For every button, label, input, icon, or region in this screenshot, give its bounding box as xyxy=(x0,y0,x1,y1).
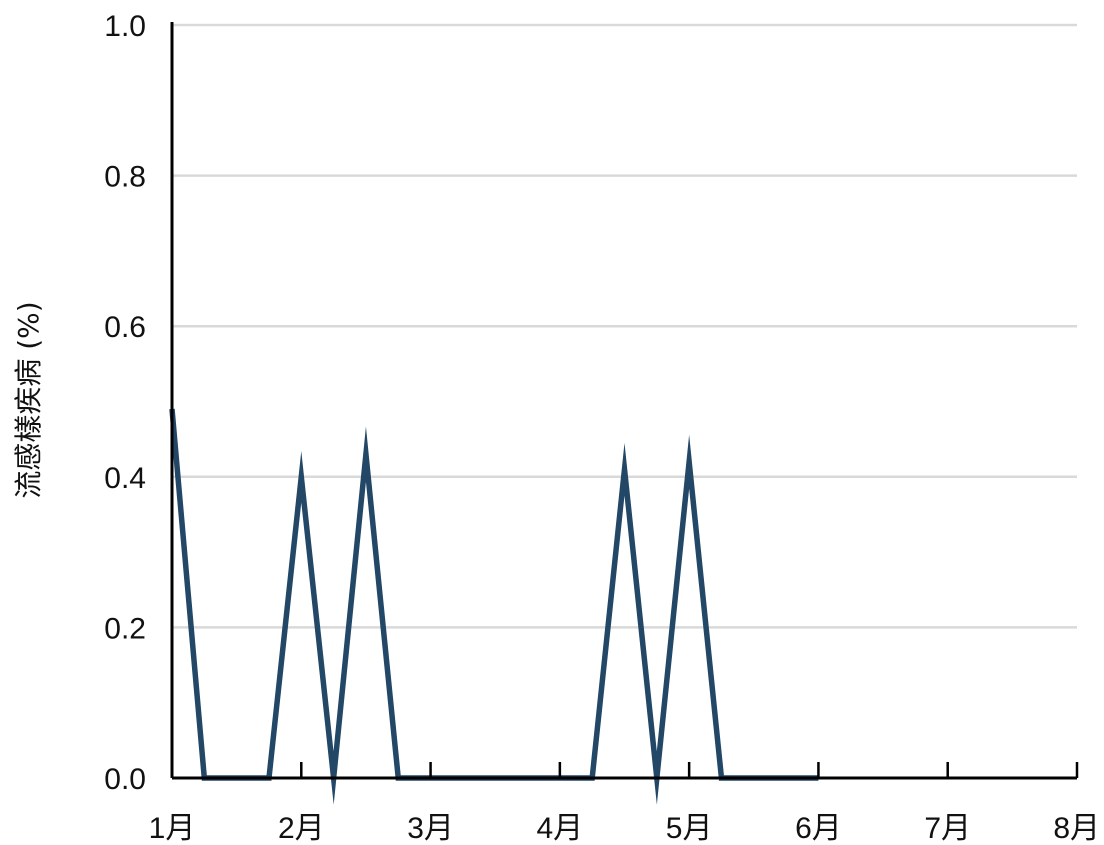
x-tick-label: 4月 xyxy=(537,812,584,845)
x-tick-label: 5月 xyxy=(666,812,713,845)
y-tick-label: 0.4 xyxy=(104,462,146,495)
y-tick-label: 0.6 xyxy=(104,311,146,344)
x-tick-labels: 1月 2月 3月 4月 5月 6月 7月 8月 xyxy=(149,812,1100,845)
x-tick-label: 3月 xyxy=(407,812,454,845)
x-tick-label: 2月 xyxy=(278,812,325,845)
series-layer xyxy=(169,407,820,805)
y-tick-label: 1.0 xyxy=(104,10,146,43)
data-point xyxy=(364,452,368,456)
data-point xyxy=(623,467,626,471)
y-tick-labels: 0.0 0.2 0.4 0.6 0.8 1.0 xyxy=(104,10,146,796)
x-tick-label: 7月 xyxy=(924,812,971,845)
y-tick-label: 0.8 xyxy=(104,161,146,194)
x-tick-label: 8月 xyxy=(1053,812,1100,845)
x-tick-label: 6月 xyxy=(795,812,842,845)
gridlines xyxy=(172,23,1077,629)
y-tick-label: 0.0 xyxy=(104,763,146,796)
y-axis-title: 流感樣疾病 (%) xyxy=(12,301,45,498)
data-point xyxy=(687,460,691,464)
data-point xyxy=(299,475,303,479)
axes xyxy=(170,22,1079,780)
y-tick-label: 0.2 xyxy=(104,612,146,645)
x-tick-label: 1月 xyxy=(149,812,196,845)
series-line xyxy=(169,408,819,805)
